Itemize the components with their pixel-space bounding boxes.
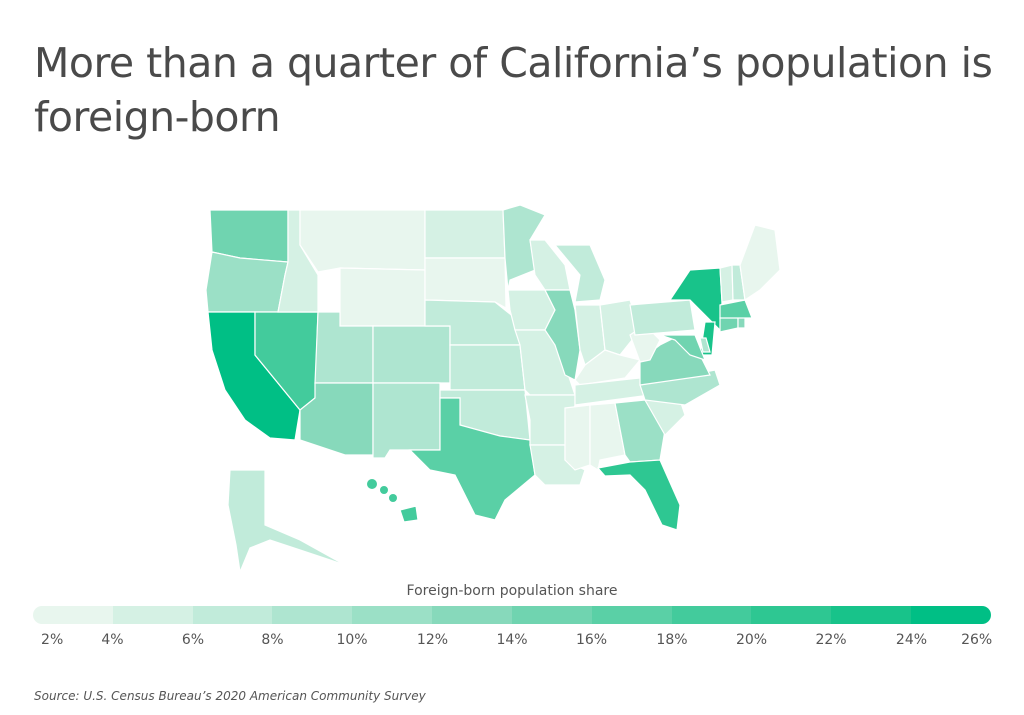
state-pa	[629, 299, 696, 336]
source-note: Source: U.S. Census Bureau’s 2020 Americ…	[34, 689, 426, 703]
state-il	[544, 289, 581, 381]
state-mt	[299, 209, 426, 273]
legend-bin	[751, 606, 832, 624]
state-mi	[553, 244, 606, 303]
state-ma	[719, 299, 753, 319]
state-fl	[596, 459, 681, 531]
legend-bin	[432, 606, 512, 624]
state-de	[699, 337, 711, 353]
state-md	[659, 334, 707, 361]
legend-bin	[831, 606, 912, 624]
legend-tick-label: 10%	[336, 632, 368, 648]
legend-bin	[112, 606, 193, 624]
state-oh	[599, 299, 641, 356]
state-nd	[424, 209, 506, 259]
legend-color-bar	[33, 606, 991, 624]
state-vt	[719, 264, 734, 303]
legend-tick-label: 2%	[41, 632, 64, 648]
state-hi-island	[380, 486, 388, 494]
state-hi-island	[389, 494, 397, 502]
state-me	[739, 224, 781, 302]
legend-tick-label: 20%	[735, 632, 768, 648]
legend-bin	[33, 606, 113, 624]
state-ak	[227, 469, 346, 575]
state-sd	[424, 257, 507, 310]
legend-bin	[591, 606, 672, 624]
legend-bin	[671, 606, 752, 624]
state-ks	[449, 344, 526, 391]
legend-tick-label: 16%	[575, 632, 608, 648]
legend-tick-label: 18%	[656, 632, 688, 648]
legend-tick-label: 4%	[101, 632, 124, 648]
state-nm	[372, 382, 441, 459]
legend-bin	[352, 606, 433, 624]
state-or	[205, 251, 289, 313]
legend-tick-label: 24%	[895, 632, 928, 648]
legend-bin	[511, 606, 592, 624]
legend-title: Foreign-born population share	[406, 583, 618, 599]
legend-ticks: 2% 4% 6% 8% 10% 12% 14% 16% 18% 20% 22% 24% 26%	[33, 632, 993, 652]
state-wy	[339, 267, 426, 327]
legend-tick-label: 6%	[181, 632, 205, 648]
state-hi	[399, 505, 419, 523]
legend-tick-label: 26%	[961, 632, 993, 648]
legend-bin	[272, 606, 353, 624]
state-ms	[564, 404, 591, 471]
legend-tick-label: 8%	[261, 632, 284, 648]
legend-bin	[911, 606, 991, 624]
page-title: More than a quarter of California’s popu…	[34, 39, 993, 141]
legend-tick-label: 12%	[416, 632, 449, 648]
legend-bin	[192, 606, 273, 624]
state-co	[372, 325, 451, 384]
legend-tick-label: 14%	[496, 632, 528, 648]
state-hi-island	[367, 479, 377, 489]
legend-tick-label: 22%	[815, 632, 847, 648]
state-tx	[408, 397, 536, 521]
